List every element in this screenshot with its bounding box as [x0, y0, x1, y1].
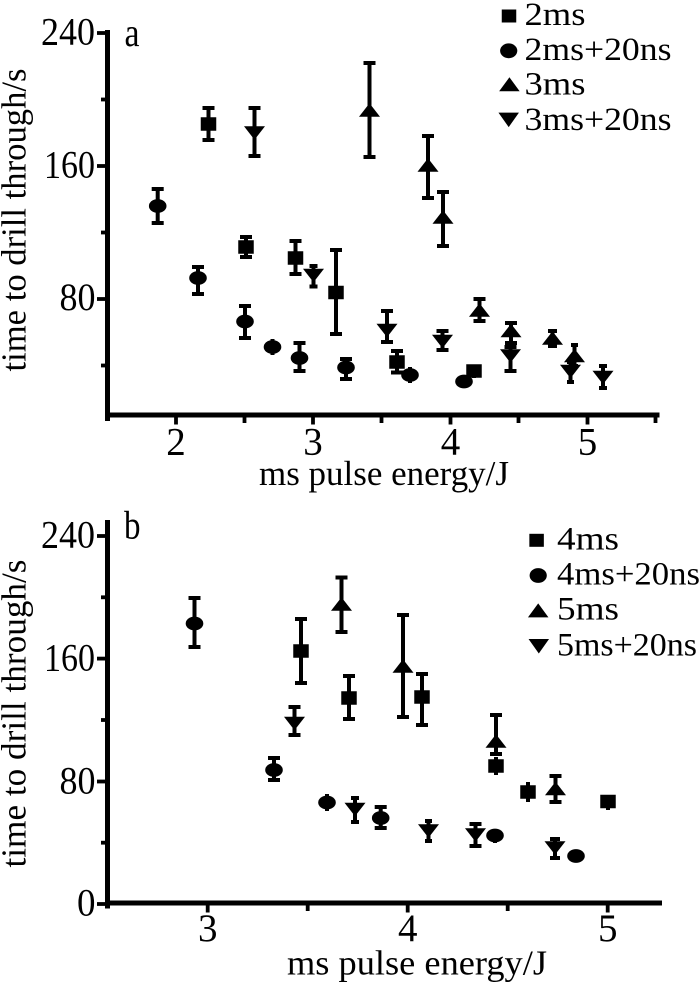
- svg-text:ms pulse energy/J: ms pulse energy/J: [287, 945, 547, 983]
- svg-text:5: 5: [578, 421, 598, 464]
- svg-text:4ms: 4ms: [557, 522, 619, 558]
- svg-text:5ms+20ns: 5ms+20ns: [557, 628, 697, 664]
- svg-text:240: 240: [41, 11, 95, 54]
- svg-text:160: 160: [44, 144, 95, 187]
- svg-text:0: 0: [77, 882, 96, 925]
- svg-text:4ms+20ns: 4ms+20ns: [557, 557, 700, 593]
- svg-text:time to drill through/s: time to drill through/s: [0, 560, 34, 868]
- svg-text:2ms: 2ms: [525, 0, 586, 33]
- svg-text:4: 4: [398, 907, 418, 950]
- svg-text:time to drill through/s: time to drill through/s: [0, 69, 34, 372]
- svg-text:3: 3: [198, 907, 218, 950]
- svg-text:2: 2: [166, 421, 186, 464]
- svg-text:80: 80: [60, 760, 96, 803]
- svg-text:3ms: 3ms: [525, 67, 586, 103]
- svg-text:4: 4: [441, 421, 461, 464]
- svg-text:2ms+20ns: 2ms+20ns: [525, 32, 672, 68]
- svg-text:a: a: [125, 10, 140, 55]
- svg-text:b: b: [124, 503, 141, 548]
- svg-text:ms pulse energy/J: ms pulse energy/J: [259, 455, 509, 493]
- svg-text:5: 5: [598, 907, 618, 950]
- svg-text:80: 80: [60, 276, 96, 319]
- svg-text:240: 240: [41, 514, 95, 557]
- svg-text:3: 3: [303, 421, 323, 464]
- svg-text:5ms: 5ms: [557, 592, 619, 628]
- svg-text:160: 160: [44, 637, 95, 680]
- svg-text:3ms+20ns: 3ms+20ns: [525, 102, 672, 138]
